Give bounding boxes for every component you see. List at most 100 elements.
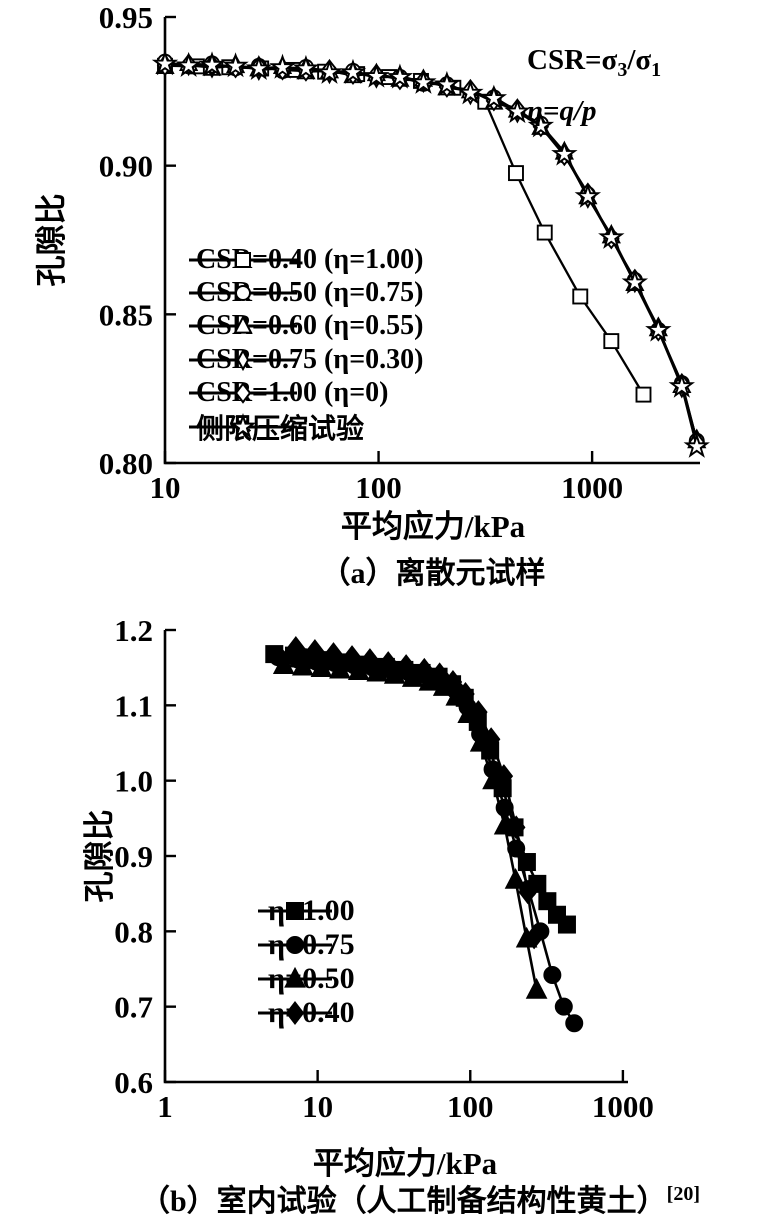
diamond-marker [305,639,325,664]
star-marker [480,84,508,110]
triangle-marker [504,867,527,889]
tick-label: 100 [355,470,402,505]
legend-item: CSR=0.50 (η=0.75) [187,276,423,309]
square-marker [557,915,576,934]
diamond-marker [430,662,449,687]
triangle-marker [347,659,370,681]
square-marker [635,386,652,403]
diamond-marker [234,382,252,404]
tick-label: 1.2 [114,613,153,648]
legend-item: CSR=0.40 (η=1.00) [187,243,423,276]
legend-item: CSR=0.60 (η=0.55) [187,310,423,343]
tick-label: 10 [302,1089,333,1124]
tick-label: 1000 [592,1089,654,1124]
circle-marker [286,936,304,954]
tick-label: 1000 [561,470,623,505]
triangle-marker [291,654,314,676]
legend-sample [189,251,297,268]
square-marker [536,224,553,241]
star-marker [668,372,695,398]
diamond-marker [415,657,434,682]
axis-lines [163,630,628,1084]
star-marker [363,62,390,88]
tick-label: 1.1 [114,688,153,723]
legend-sample [189,285,297,302]
legend-item: η=0.75 [256,928,355,962]
tick-label: 0.85 [99,297,153,332]
panel-a-annotation: CSR=σ3/σ1 η=q/p [527,40,661,132]
panel-b-caption: （b）室内试验（人工制备结构性黄土）[20] [100,1176,740,1220]
diamond-marker [518,880,538,905]
tick-label: 1 [157,1089,173,1124]
legend-sample [189,315,297,335]
star-marker [151,50,179,76]
diamond-marker [481,727,501,752]
legend-item: η=0.40 [256,996,355,1030]
diamond-marker [469,700,488,725]
legend-sample [189,382,297,404]
diamond-thin-marker [236,348,250,372]
diamond-marker [378,651,398,676]
star-marker [598,223,625,249]
legend-sample [258,936,332,954]
tick-label: 0.6 [114,1065,153,1100]
square-marker [508,165,524,182]
triangle-marker [401,666,424,687]
panel-b-x-axis-label: 平均应力/kPa [312,1146,498,1181]
diamond-marker [342,645,362,670]
star-marker [292,54,320,80]
panel-b-legend: η=1.00 η=0.75 η=0.50 η=0.40 [256,894,355,1030]
panel-b-y-axis-label: 孔隙比 [82,809,117,903]
star-marker [551,140,578,166]
star-marker [433,70,461,97]
annotation-eta-formula: η=q/p [527,91,661,132]
panel-b-caption-reference: [20] [666,1183,700,1205]
square-marker [538,892,557,911]
annotation-text: η=q/p [527,94,597,127]
diamond-marker [286,636,306,661]
star-marker [645,316,672,342]
annotation-csr-formula: CSR=σ3/σ1 [527,40,661,91]
diamond-marker [396,654,416,679]
star-marker [175,51,202,77]
tick-label: 0.95 [99,0,153,35]
diamond-marker [324,642,343,667]
diamond-marker [360,648,380,673]
star-marker [198,51,226,77]
tick-label: 0.9 [114,839,153,874]
diamond-marker [443,669,463,695]
star-marker [574,182,602,208]
tick-label: 100 [447,1089,494,1124]
circle-marker [235,285,251,302]
legend-sample [189,412,297,438]
star-marker [683,432,710,458]
star-marker [386,63,414,89]
panel-a-caption: （a）离散元试样 [320,557,546,590]
panel-a-x-axis-label: 平均应力/kPa [340,509,526,544]
panel-b-caption-text: （b）室内试验（人工制备结构性黄土） [139,1185,667,1218]
tick-label: 0.90 [99,149,153,184]
circle-marker [543,966,562,985]
legend-label: 侧限压缩试验 [196,413,365,445]
square-marker [603,333,620,350]
star-marker [527,112,555,138]
legend-sample [258,1000,332,1026]
star-marker [339,58,367,84]
legend-item: 侧限压缩试验 [187,410,423,445]
circle-marker [565,1014,584,1033]
star-marker [245,54,273,80]
star-marker [504,97,531,124]
triangle-marker [272,653,295,675]
annotation-text: 1 [651,58,662,81]
tick-label: 0.7 [114,990,153,1025]
tick-label: 10 [150,470,181,505]
triangle-marker [310,656,333,678]
star-marker [410,68,437,94]
star-marker [229,412,257,438]
triangle-marker [329,657,351,679]
panel-b-plot: 1.2 1.1 1.0 0.9 0.8 0.7 0.61 10 100 1000 [114,613,654,1124]
legend-item: η=0.50 [256,962,355,996]
legend-item: CSR=1.00 (η=0) [187,377,423,410]
